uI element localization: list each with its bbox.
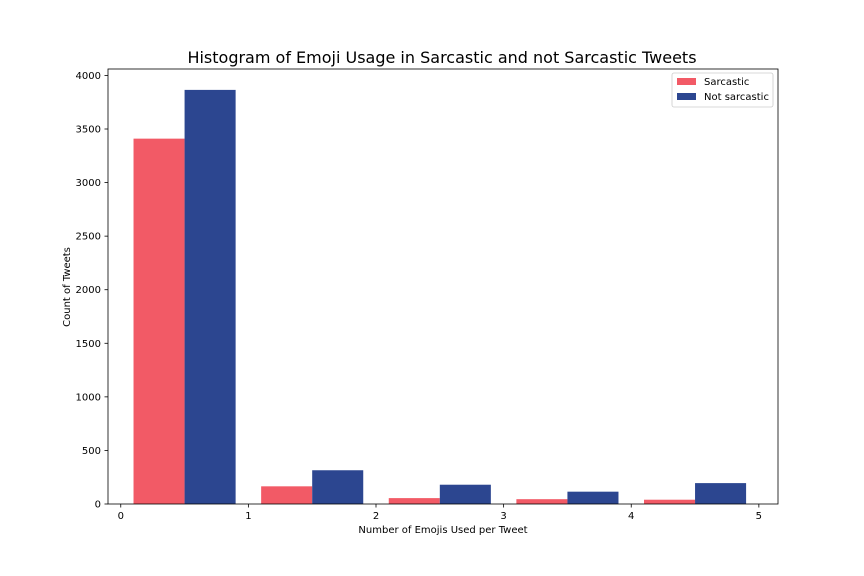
y-tick-label: 500 (82, 446, 101, 457)
x-axis-label: Number of Emojis Used per Tweet (358, 525, 527, 536)
x-tick-label: 5 (756, 511, 762, 522)
y-axis-label: Count of Tweets (62, 247, 73, 327)
chart-title: Histogram of Emoji Usage in Sarcastic an… (187, 48, 696, 67)
plot-frame (107, 68, 779, 505)
bar-sarcastic-2 (388, 498, 440, 504)
legend-box (671, 72, 774, 108)
y-tick-label: 2500 (76, 232, 101, 243)
y-tick-label: 1000 (76, 392, 101, 403)
y-tick-label: 4000 (76, 71, 101, 82)
bar-sarcastic-1 (261, 486, 313, 504)
y-axis: 0 500 1000 1500 2000 2500 3000 3500 4000 (76, 71, 108, 511)
bar-not-sarcastic-2 (439, 484, 491, 504)
bars-layer (133, 89, 747, 505)
legend: Sarcastic Not sarcastic (671, 72, 774, 108)
legend-swatch (677, 78, 696, 85)
x-tick-label: 2 (373, 511, 379, 522)
legend-label: Sarcastic (704, 77, 749, 88)
x-tick-label: 3 (500, 511, 506, 522)
bar-not-sarcastic-0 (184, 89, 236, 505)
bar-not-sarcastic-3 (567, 491, 619, 504)
x-tick-label: 0 (118, 511, 124, 522)
x-axis: 0 1 2 3 4 5 (118, 504, 762, 522)
y-tick-label: 3500 (76, 125, 101, 136)
bar-sarcastic-4 (644, 499, 696, 504)
bar-not-sarcastic-1 (312, 470, 364, 504)
bar-sarcastic-3 (516, 499, 568, 504)
y-tick-label: 1500 (76, 339, 101, 350)
bar-not-sarcastic-4 (695, 483, 747, 504)
x-tick-label: 4 (628, 511, 634, 522)
y-tick-label: 0 (95, 500, 101, 511)
legend-label: Not sarcastic (704, 92, 769, 103)
legend-swatch (677, 93, 696, 100)
y-tick-label: 2000 (76, 285, 101, 296)
y-tick-label: 3000 (76, 178, 101, 189)
bar-sarcastic-0 (133, 138, 185, 504)
x-tick-label: 1 (245, 511, 251, 522)
